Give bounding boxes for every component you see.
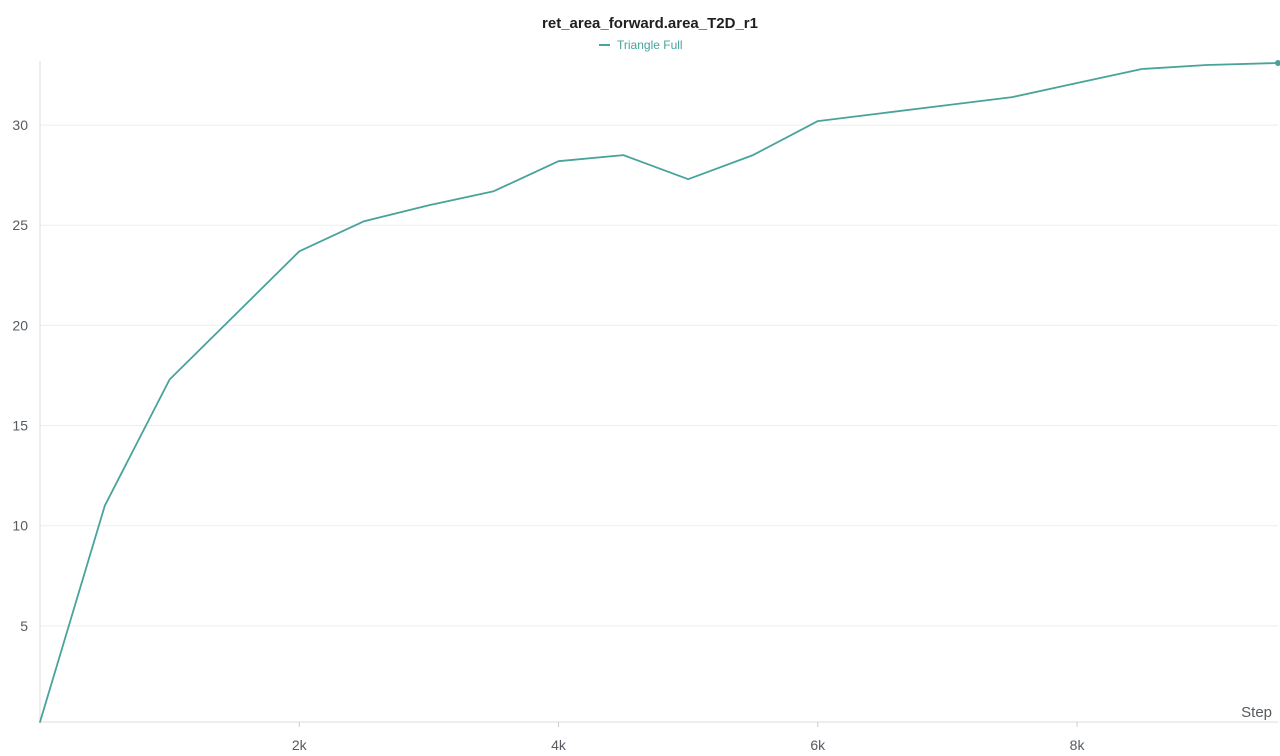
x-tick-label: 2k [292, 737, 308, 753]
y-tick-label: 25 [12, 217, 28, 233]
data-point[interactable] [1275, 60, 1280, 67]
y-tick-label: 10 [12, 518, 28, 534]
y-tick-label: 15 [12, 418, 28, 434]
x-tick-label: 6k [810, 737, 826, 753]
chart-title: ret_area_forward.area_T2D_r1 [542, 15, 758, 32]
y-tick-label: 5 [20, 618, 28, 634]
x-axis-label: Step [1241, 704, 1272, 721]
series-layer[interactable] [39, 60, 1280, 723]
x-tick-label: 4k [551, 737, 567, 753]
series-line-0[interactable] [39, 62, 1279, 723]
y-tick-label: 20 [12, 317, 28, 333]
axes [39, 61, 1278, 727]
legend-label: Triangle Full [617, 38, 683, 52]
y-tick-label: 30 [12, 117, 28, 133]
legend[interactable]: Triangle Full [599, 38, 683, 52]
x-tick-label: 8k [1070, 737, 1086, 753]
grid-lines [40, 124, 1278, 627]
tick-labels: 5 10 15 20 25 30 2k 4k 6k 8k [12, 117, 1085, 753]
